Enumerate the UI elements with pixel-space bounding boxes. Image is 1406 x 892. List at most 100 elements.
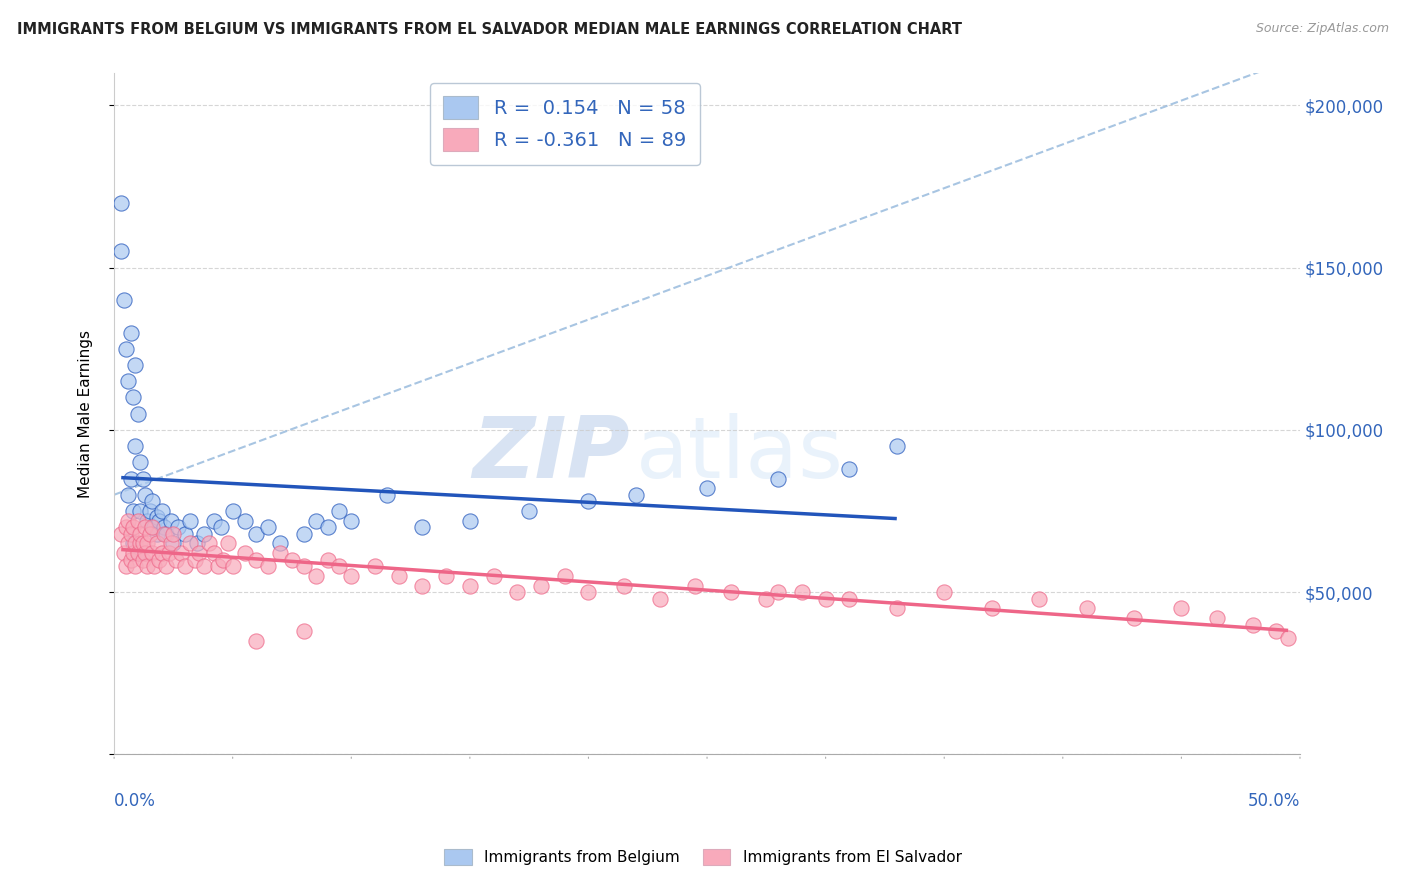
Point [292, 559, 315, 574]
Point [517, 504, 540, 518]
Text: 0.0%: 0.0% [114, 792, 156, 810]
Point [122, 546, 145, 560]
Point [316, 520, 339, 534]
Point [162, 536, 184, 550]
Point [1123, 611, 1146, 625]
Point [141, 546, 163, 560]
Point [578, 585, 600, 599]
Point [554, 569, 576, 583]
Point [257, 559, 280, 574]
Point [578, 494, 600, 508]
Point [112, 293, 135, 307]
Point [207, 559, 229, 574]
Point [838, 591, 860, 606]
Point [148, 514, 170, 528]
Point [328, 559, 350, 574]
Point [696, 481, 718, 495]
Point [157, 546, 180, 560]
Point [136, 559, 159, 574]
Point [141, 520, 163, 534]
Point [115, 342, 138, 356]
Point [720, 585, 742, 599]
Point [980, 601, 1002, 615]
Text: 50.0%: 50.0% [1247, 792, 1301, 810]
Point [146, 510, 169, 524]
Point [120, 526, 142, 541]
Point [141, 494, 163, 508]
Point [530, 579, 553, 593]
Point [160, 514, 183, 528]
Point [613, 579, 636, 593]
Point [155, 559, 177, 574]
Point [112, 546, 135, 560]
Point [193, 559, 215, 574]
Point [124, 439, 146, 453]
Point [316, 552, 339, 566]
Point [1028, 591, 1050, 606]
Point [186, 536, 208, 550]
Point [117, 488, 139, 502]
Point [117, 536, 139, 550]
Point [150, 546, 173, 560]
Point [136, 536, 159, 550]
Point [648, 591, 671, 606]
Point [411, 520, 433, 534]
Point [110, 195, 132, 210]
Point [155, 526, 177, 541]
Point [766, 471, 789, 485]
Point [120, 552, 142, 566]
Point [305, 569, 328, 583]
Point [124, 358, 146, 372]
Point [122, 520, 145, 534]
Point [110, 244, 132, 259]
Point [217, 536, 239, 550]
Point [146, 536, 169, 550]
Point [202, 514, 225, 528]
Point [150, 504, 173, 518]
Point [221, 504, 243, 518]
Text: atlas: atlas [636, 413, 844, 496]
Point [292, 526, 315, 541]
Point [340, 514, 363, 528]
Point [209, 520, 232, 534]
Point [179, 536, 201, 550]
Point [162, 526, 184, 541]
Legend: Immigrants from Belgium, Immigrants from El Salvador: Immigrants from Belgium, Immigrants from… [439, 843, 967, 871]
Point [790, 585, 813, 599]
Point [1170, 601, 1192, 615]
Point [506, 585, 529, 599]
Point [886, 601, 908, 615]
Point [146, 526, 169, 541]
Point [233, 514, 256, 528]
Point [117, 514, 139, 528]
Point [202, 546, 225, 560]
Point [134, 546, 156, 560]
Point [245, 552, 267, 566]
Point [138, 526, 160, 541]
Y-axis label: Median Male Earnings: Median Male Earnings [79, 330, 93, 498]
Point [1206, 611, 1229, 625]
Point [124, 559, 146, 574]
Point [755, 591, 778, 606]
Point [110, 526, 132, 541]
Point [174, 526, 197, 541]
Point [1277, 631, 1299, 645]
Point [129, 526, 152, 541]
Point [131, 552, 153, 566]
Point [198, 536, 221, 550]
Text: Source: ZipAtlas.com: Source: ZipAtlas.com [1256, 22, 1389, 36]
Point [169, 546, 191, 560]
Point [193, 526, 215, 541]
Point [683, 579, 706, 593]
Point [292, 624, 315, 638]
Point [143, 520, 166, 534]
Point [167, 520, 190, 534]
Point [257, 520, 280, 534]
Point [766, 585, 789, 599]
Point [212, 552, 235, 566]
Point [624, 488, 647, 502]
Point [115, 520, 138, 534]
Point [269, 546, 291, 560]
Point [122, 391, 145, 405]
Point [364, 559, 387, 574]
